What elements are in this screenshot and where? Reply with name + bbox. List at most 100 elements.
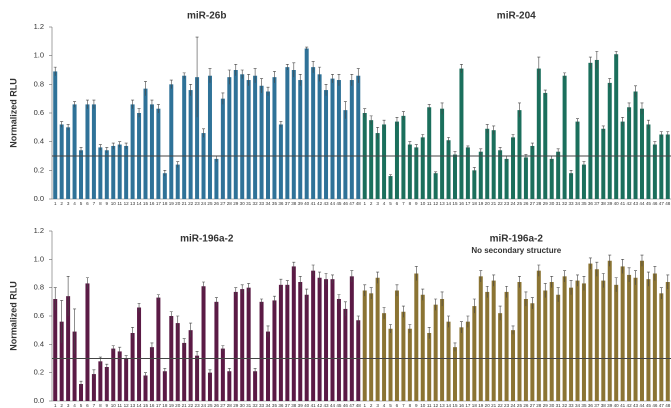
x-tick-label: 12 — [433, 201, 439, 206]
y-tick-label: 1.0 — [34, 254, 44, 263]
error-bar — [369, 287, 373, 299]
x-tick-label: 26 — [523, 403, 529, 408]
x-tick-label: 37 — [594, 201, 600, 206]
error-bar — [640, 254, 644, 267]
error-bar — [440, 102, 444, 115]
x-tick-label: 3 — [67, 201, 70, 206]
bar — [117, 351, 122, 401]
bar — [85, 283, 90, 401]
error-bar — [111, 345, 115, 352]
bar — [53, 299, 58, 401]
bar — [79, 150, 84, 199]
bar — [601, 280, 606, 401]
x-tick-label: 16 — [149, 403, 155, 408]
bar — [175, 323, 180, 401]
bar — [149, 347, 154, 401]
x-tick-label: 39 — [298, 403, 304, 408]
bar — [137, 307, 142, 401]
error-bar — [60, 300, 64, 343]
bar — [452, 347, 457, 401]
x-tick-label: 42 — [317, 201, 323, 206]
x-tick-label: 30 — [549, 201, 555, 206]
error-bar — [588, 56, 592, 69]
bar — [433, 173, 438, 199]
x-tick-label: 20 — [175, 403, 181, 408]
x-tick-label: 32 — [253, 201, 259, 206]
bar — [201, 286, 206, 401]
bar — [214, 158, 219, 199]
bar — [111, 348, 116, 401]
bar — [214, 301, 219, 401]
error-bar — [646, 119, 650, 129]
bar — [407, 328, 412, 401]
error-bar — [569, 280, 573, 295]
error-bar — [414, 266, 418, 281]
x-tick-label: 47 — [349, 403, 355, 408]
bar — [594, 269, 599, 401]
x-tick-label: 5 — [80, 201, 83, 206]
bar — [272, 300, 277, 401]
x-tick-label: 24 — [510, 403, 516, 408]
error-bar — [543, 283, 547, 298]
error-bar — [60, 121, 64, 128]
x-tick-label: 36 — [588, 403, 594, 408]
bar — [446, 140, 451, 199]
error-bar — [221, 345, 225, 352]
x-tick-label: 29 — [233, 403, 239, 408]
x-tick-label: 30 — [240, 201, 246, 206]
error-bar — [427, 327, 431, 339]
x-tick-label: 22 — [498, 201, 504, 206]
bar — [156, 297, 161, 401]
x-tick-label: 41 — [620, 403, 626, 408]
bar — [59, 321, 64, 401]
error-bar — [343, 301, 347, 316]
x-tick-label: 23 — [195, 201, 201, 206]
x-tick-label: 15 — [452, 201, 458, 206]
bar — [117, 144, 122, 199]
error-bar — [363, 284, 367, 297]
bar — [498, 313, 503, 401]
x-tick-label: 46 — [652, 403, 658, 408]
x-tick-label: 31 — [246, 201, 252, 206]
error-bar — [408, 324, 412, 333]
x-tick-label: 33 — [259, 201, 265, 206]
bar — [324, 279, 329, 401]
bar — [517, 110, 522, 199]
x-tick-label: 28 — [536, 201, 542, 206]
error-bar — [292, 261, 296, 271]
error-bar — [124, 142, 128, 149]
x-tick-label: 25 — [207, 201, 213, 206]
bar — [556, 151, 561, 199]
bar — [601, 128, 606, 199]
bar — [614, 54, 619, 199]
x-tick-label: 4 — [383, 201, 386, 206]
error-bar — [240, 284, 244, 294]
error-bar — [601, 273, 605, 288]
x-tick-label: 19 — [169, 403, 175, 408]
error-bar — [447, 137, 451, 144]
x-tick-label: 21 — [182, 403, 188, 408]
error-bar — [434, 171, 438, 175]
error-bar — [189, 84, 193, 96]
error-bar — [260, 78, 264, 93]
error-bar — [105, 147, 109, 154]
x-tick-label: 25 — [517, 403, 523, 408]
x-tick-label: 6 — [396, 201, 399, 206]
error-bar — [666, 274, 670, 290]
error-bar — [337, 74, 341, 86]
bar — [414, 147, 419, 199]
x-tick-label: 29 — [543, 403, 549, 408]
error-bar — [621, 259, 625, 274]
bar — [491, 130, 496, 199]
bar — [278, 124, 283, 199]
bar — [375, 133, 380, 199]
bar — [420, 137, 425, 199]
bar — [472, 306, 477, 401]
x-tick-label: 40 — [614, 201, 620, 206]
bar — [304, 48, 309, 199]
x-tick-label: 43 — [633, 403, 639, 408]
bar — [639, 108, 644, 199]
x-tick-label: 26 — [523, 201, 529, 206]
error-bar — [163, 170, 167, 177]
bar — [530, 145, 535, 199]
